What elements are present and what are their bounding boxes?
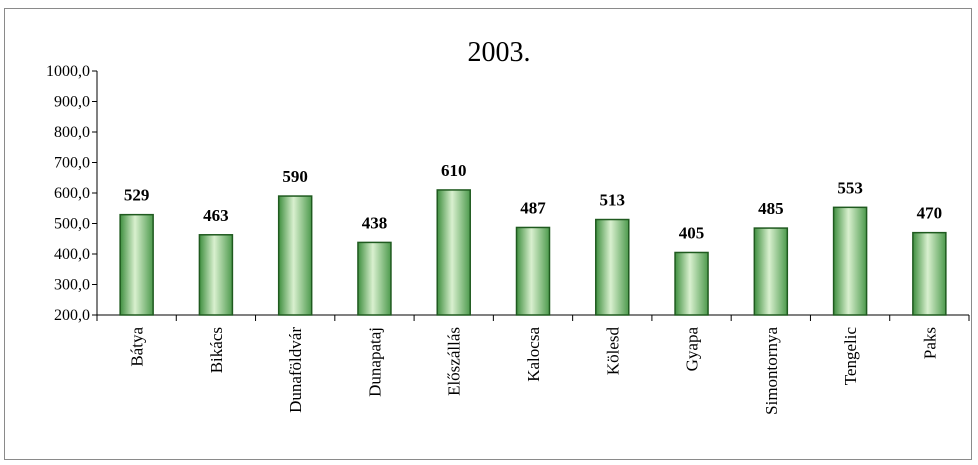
y-tick-label: 1000,0 [46, 63, 90, 80]
y-tick-label: 300,0 [54, 277, 90, 294]
data-label: 529 [124, 186, 150, 205]
data-label: 470 [917, 204, 943, 223]
bar [357, 241, 392, 316]
bar [198, 234, 234, 316]
bar [912, 231, 947, 316]
bar [436, 189, 471, 316]
bar [595, 218, 630, 316]
bar [832, 206, 868, 316]
category-label: Tengelic [841, 327, 860, 386]
category-label: Kalocsa [524, 327, 543, 382]
y-tick-label: 800,0 [54, 124, 90, 141]
y-tick-label: 600,0 [54, 185, 90, 202]
category-label: Simontornya [762, 327, 781, 415]
bar-chart: 2003. 200,0 300,0 400,0 500,0 600,0 700,0 800,… [46, 37, 970, 415]
y-axis: 200,0 300,0 400,0 500,0 600,0 700,0 800,0 900,0… [46, 63, 98, 324]
bar [119, 213, 154, 316]
data-label: 405 [679, 223, 705, 242]
data-label: 513 [600, 191, 626, 210]
category-label: Kölesd [603, 327, 622, 376]
bar-series [119, 189, 947, 316]
data-label: 485 [758, 199, 784, 218]
chart-title: 2003. [468, 37, 531, 68]
y-tick-label: 700,0 [54, 155, 90, 172]
data-label: 553 [837, 178, 863, 197]
bar [515, 226, 551, 316]
category-label: Dunaföldvár [286, 327, 305, 413]
category-label: Bikács [207, 327, 226, 373]
category-labels: Bátya Bikács Dunaföldvár Dunapataj Előszállá… [128, 327, 940, 415]
bar [674, 251, 709, 316]
category-label: Paks [920, 327, 939, 359]
category-label: Bátya [128, 327, 147, 367]
category-label: Gyapa [683, 327, 702, 372]
category-label: Előszállás [445, 327, 464, 396]
data-label: 463 [203, 206, 229, 225]
data-label: 487 [520, 198, 546, 217]
y-tick-label: 200,0 [54, 307, 90, 324]
category-label: Dunapataj [365, 327, 384, 397]
chart-frame: 2003. 200,0 300,0 400,0 500,0 600,0 700,0 800,… [4, 8, 972, 460]
data-labels: 529 463 590 438 610 487 513 405 485 553 470 [124, 161, 942, 243]
bar [277, 195, 313, 316]
data-label: 438 [362, 213, 388, 232]
data-label: 610 [441, 161, 467, 180]
y-tick-label: 500,0 [54, 216, 90, 233]
data-label: 590 [282, 167, 308, 186]
y-tick-label: 900,0 [54, 94, 90, 111]
y-tick-label: 400,0 [54, 246, 90, 263]
x-axis [96, 314, 970, 321]
bar [753, 227, 789, 316]
